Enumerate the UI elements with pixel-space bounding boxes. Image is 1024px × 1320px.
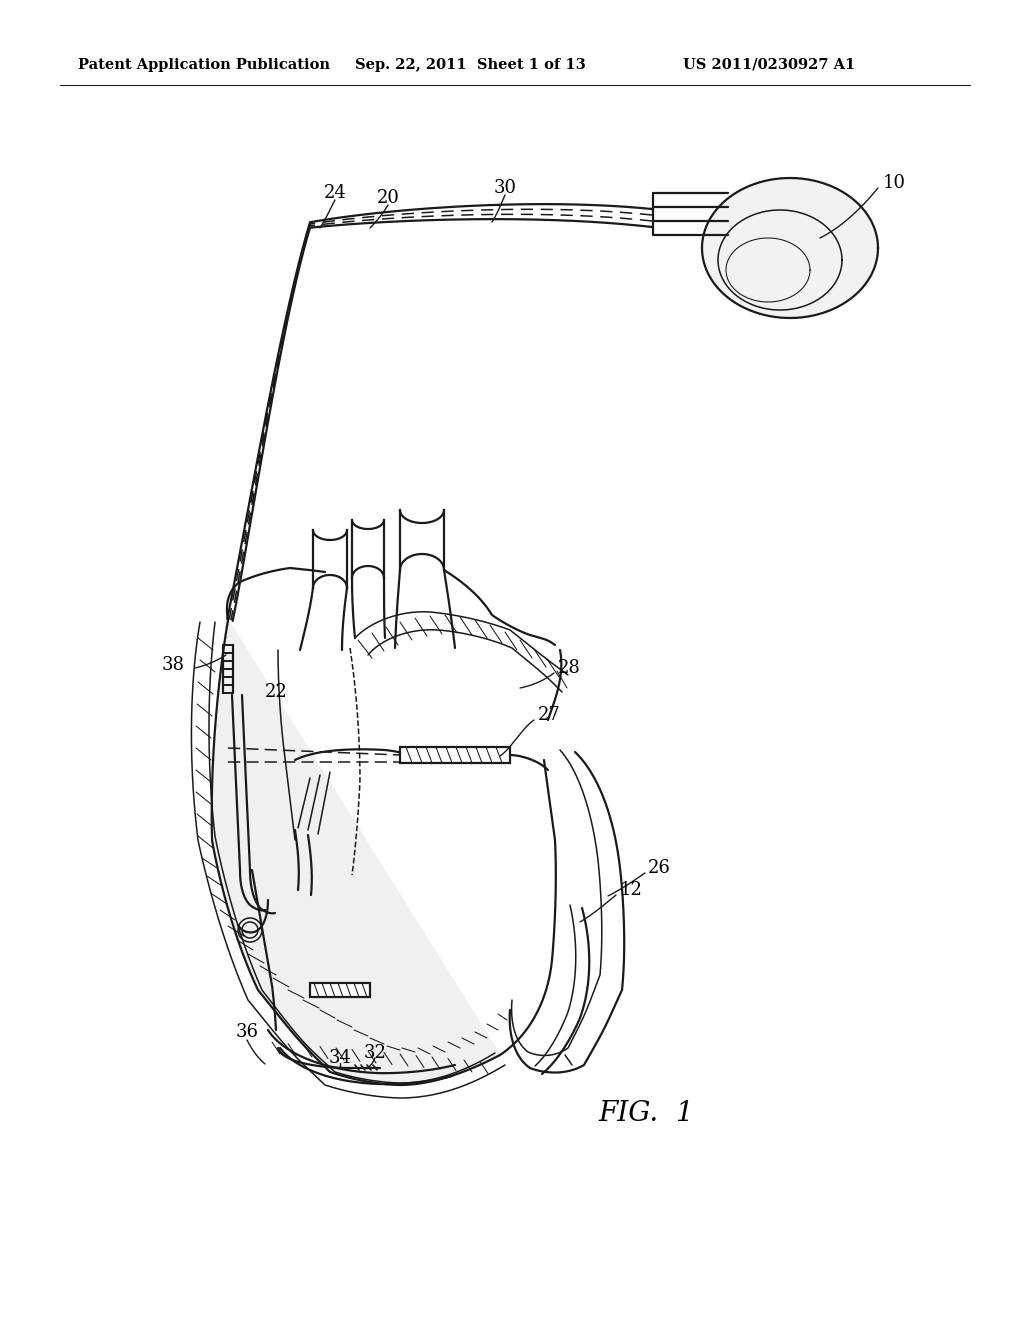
FancyBboxPatch shape bbox=[400, 747, 510, 763]
Text: Patent Application Publication: Patent Application Publication bbox=[78, 58, 330, 73]
Text: 30: 30 bbox=[494, 180, 516, 197]
Text: 26: 26 bbox=[648, 859, 671, 876]
Text: 20: 20 bbox=[377, 189, 399, 207]
Text: 12: 12 bbox=[620, 880, 643, 899]
Text: 28: 28 bbox=[558, 659, 581, 677]
Text: US 2011/0230927 A1: US 2011/0230927 A1 bbox=[683, 58, 855, 73]
Text: 10: 10 bbox=[883, 174, 906, 191]
Text: 36: 36 bbox=[236, 1023, 258, 1041]
Polygon shape bbox=[212, 620, 500, 1085]
Text: 34: 34 bbox=[329, 1049, 351, 1067]
Text: 38: 38 bbox=[162, 656, 185, 675]
Text: Sep. 22, 2011  Sheet 1 of 13: Sep. 22, 2011 Sheet 1 of 13 bbox=[355, 58, 586, 73]
Text: FIG.  1: FIG. 1 bbox=[598, 1100, 693, 1127]
Bar bbox=[310, 983, 370, 997]
Text: 24: 24 bbox=[324, 183, 346, 202]
Text: 22: 22 bbox=[265, 682, 288, 701]
Text: 32: 32 bbox=[364, 1044, 386, 1063]
Text: 27: 27 bbox=[538, 706, 561, 723]
Polygon shape bbox=[702, 178, 878, 318]
